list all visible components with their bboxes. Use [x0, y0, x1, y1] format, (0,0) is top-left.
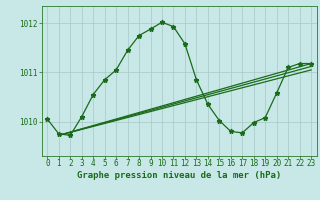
X-axis label: Graphe pression niveau de la mer (hPa): Graphe pression niveau de la mer (hPa): [77, 171, 281, 180]
